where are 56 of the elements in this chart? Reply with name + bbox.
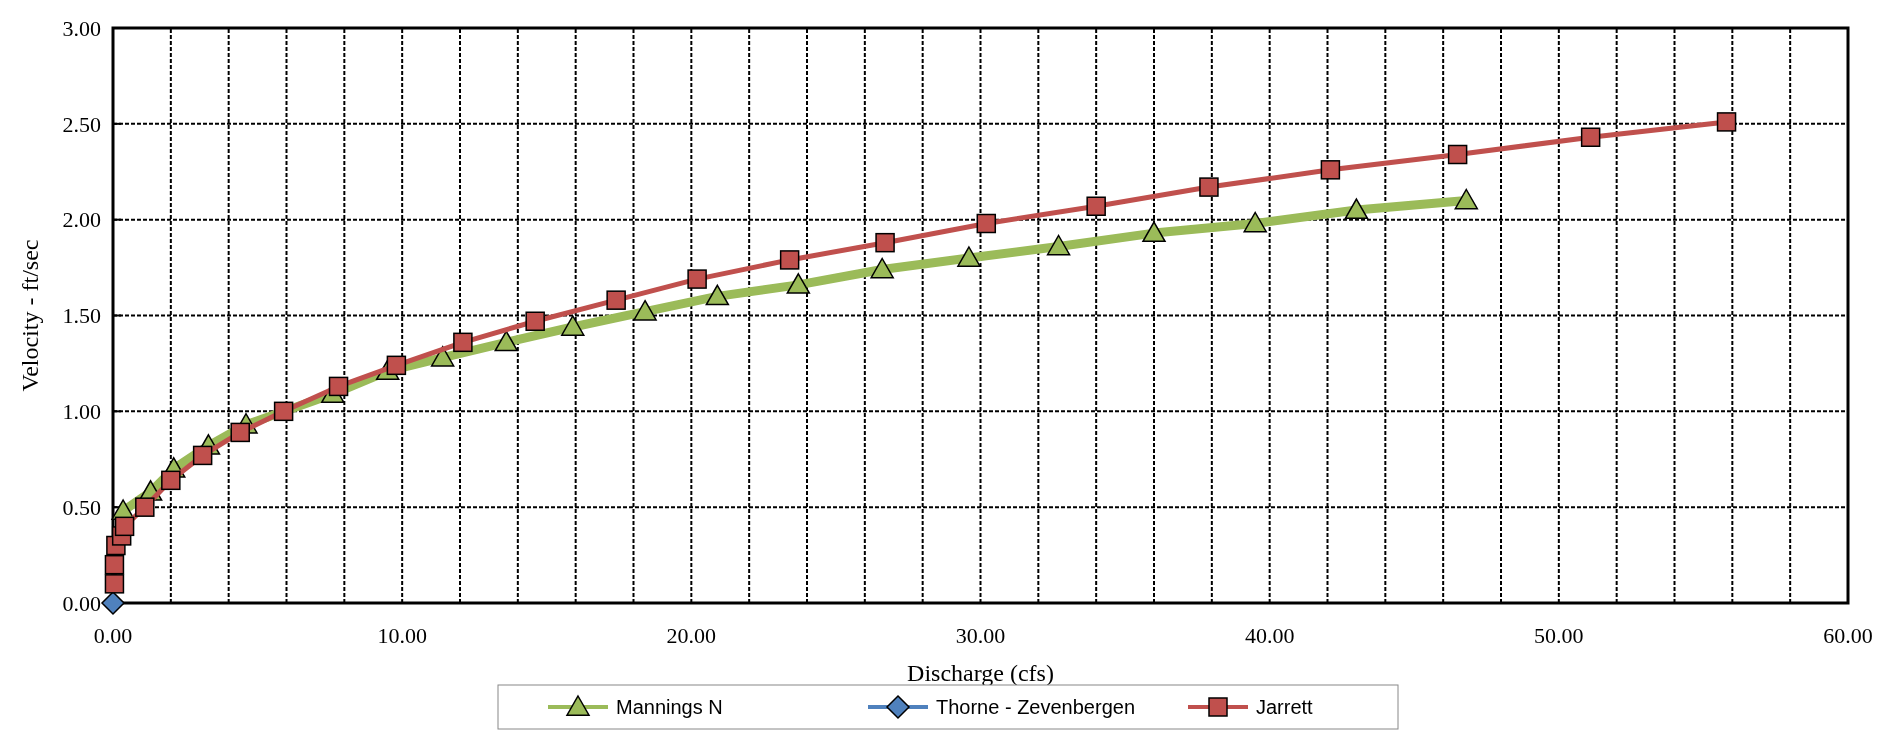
y-tick-label: 2.00 — [62, 207, 101, 233]
point — [430, 345, 455, 367]
y-tick-label: 0.50 — [62, 494, 101, 520]
point — [1454, 188, 1479, 210]
point — [870, 257, 894, 279]
point — [561, 315, 585, 336]
legend-label: Mannings N — [616, 696, 723, 718]
point — [161, 470, 181, 491]
y-axis-title: Velocity - ft/sec — [17, 239, 43, 392]
point — [687, 269, 707, 289]
point — [1199, 177, 1219, 197]
point — [101, 591, 125, 615]
x-axis-title: Discharge (cfs) — [907, 660, 1054, 686]
y-tick-label: 2.50 — [62, 111, 101, 137]
y-tick-label: 0.00 — [62, 590, 101, 616]
point — [135, 497, 155, 517]
point — [230, 422, 250, 443]
y-tick-label: 1.00 — [62, 399, 101, 425]
y-tick-label: 3.00 — [62, 15, 101, 41]
point — [1344, 198, 1369, 220]
point — [1447, 144, 1468, 165]
point — [1046, 234, 1071, 256]
x-tick-label: 60.00 — [1823, 623, 1873, 648]
point — [328, 376, 349, 397]
point — [1716, 112, 1737, 132]
x-tick-label: 40.00 — [1244, 623, 1295, 648]
point — [1142, 221, 1166, 243]
point — [104, 554, 125, 575]
point — [1580, 127, 1601, 147]
legend-label: Thorne - Zevenbergen — [936, 696, 1136, 718]
point — [525, 311, 545, 331]
x-tick-label: 30.00 — [955, 623, 1006, 648]
point — [705, 284, 730, 306]
point — [976, 213, 997, 234]
point — [386, 355, 407, 376]
legend-label: Jarrett — [1256, 696, 1314, 718]
point — [273, 401, 294, 422]
point — [192, 445, 213, 466]
point — [786, 273, 811, 294]
point — [453, 332, 473, 353]
point — [875, 232, 895, 253]
point — [1320, 160, 1341, 180]
x-tick-label: 10.00 — [377, 623, 427, 648]
point — [779, 250, 800, 270]
y-tick-label: 1.50 — [62, 303, 101, 329]
x-tick-label: 0.00 — [93, 623, 133, 648]
point — [1086, 196, 1106, 216]
point — [1243, 211, 1267, 233]
point — [494, 330, 519, 352]
x-tick-label: 50.00 — [1534, 623, 1584, 648]
point — [114, 516, 135, 537]
point — [957, 246, 981, 267]
point — [606, 290, 626, 310]
point — [104, 574, 125, 594]
x-tick-label: 20.00 — [666, 623, 717, 648]
point — [633, 299, 657, 321]
